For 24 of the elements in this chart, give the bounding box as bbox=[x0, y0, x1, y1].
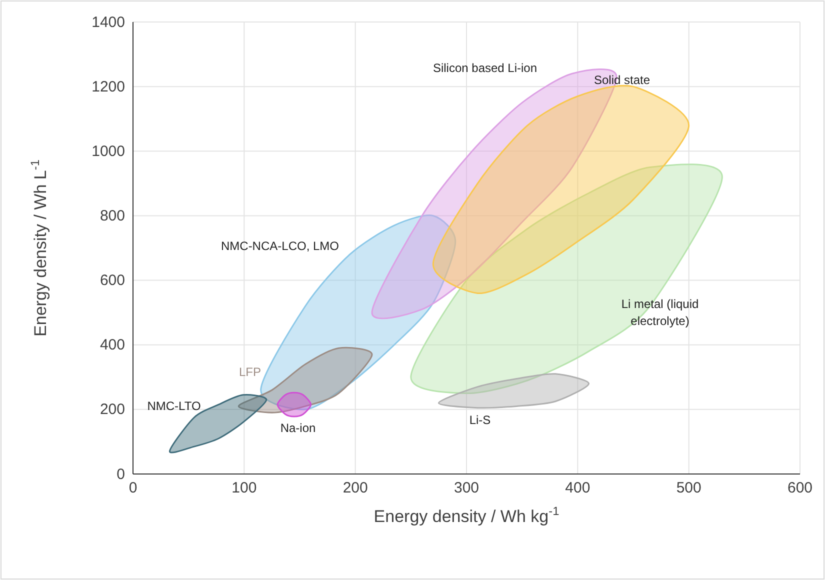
series-label: Na-ion bbox=[280, 421, 316, 435]
x-tick-label: 400 bbox=[565, 480, 590, 497]
series-label: Solid state bbox=[594, 73, 650, 87]
y-tick-label: 1000 bbox=[92, 142, 125, 160]
y-tick-label: 1200 bbox=[92, 78, 125, 96]
x-tick-label: 500 bbox=[676, 480, 702, 497]
series-label: LFP bbox=[238, 365, 262, 379]
x-tick-label: 200 bbox=[342, 480, 368, 497]
series-label: Li metal (liquid electrolyte) bbox=[621, 297, 699, 328]
x-tick-label: 100 bbox=[232, 480, 257, 497]
y-tick-label: 0 bbox=[116, 466, 125, 483]
y-tick-label: 200 bbox=[100, 401, 125, 418]
x-tick-label: 0 bbox=[128, 480, 138, 497]
series-label: NMC-LTO bbox=[147, 399, 201, 413]
y-tick-label: 1400 bbox=[92, 14, 125, 31]
y-tick-label: 400 bbox=[100, 336, 125, 354]
series-label: NMC-NCA-LCO, LMO bbox=[220, 239, 340, 253]
y-tick-label: 800 bbox=[100, 208, 125, 225]
series-label: Silicon based Li-ion bbox=[432, 61, 538, 75]
x-tick-label: 600 bbox=[787, 480, 813, 497]
x-axis-title: Energy density / Wh kg$^{-1}$ bbox=[374, 504, 560, 526]
x-tick-label: 300 bbox=[454, 480, 480, 497]
y-tick-label: 600 bbox=[100, 272, 125, 290]
series-label: Li-S bbox=[469, 413, 491, 427]
